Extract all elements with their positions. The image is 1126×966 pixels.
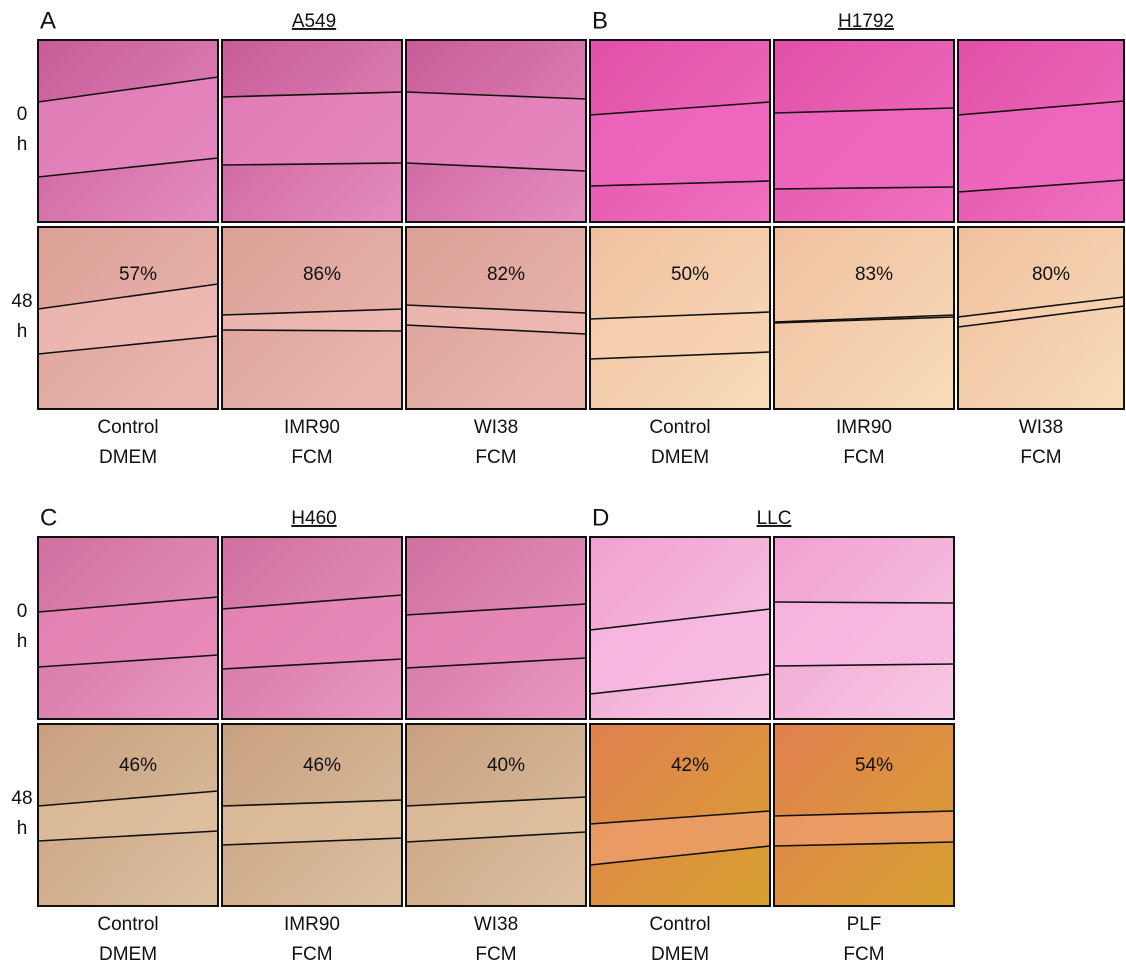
micrograph xyxy=(774,227,954,409)
row-label: 0 xyxy=(17,601,28,622)
column-label: FCM xyxy=(475,944,516,965)
row-label: 48 xyxy=(11,788,32,809)
micrograph xyxy=(958,227,1124,409)
wound-closure-percent: 46% xyxy=(303,755,341,776)
micrograph xyxy=(406,724,586,906)
wound-gap xyxy=(774,811,954,846)
column-label: Control xyxy=(649,417,710,438)
micrograph xyxy=(38,724,218,906)
micrograph xyxy=(38,537,218,719)
column-label: FCM xyxy=(291,447,332,468)
row-label: h xyxy=(17,321,28,342)
wound-closure-percent: 57% xyxy=(119,264,157,285)
wound-gap xyxy=(590,312,770,359)
column-label: FCM xyxy=(843,944,884,965)
wound-edge xyxy=(222,330,402,331)
micrograph xyxy=(590,40,770,222)
micrograph xyxy=(406,227,586,409)
micrograph xyxy=(774,40,954,222)
wound-gap xyxy=(590,102,770,186)
column-label: IMR90 xyxy=(284,914,340,935)
wound-gap xyxy=(774,108,954,189)
wound-gap xyxy=(406,92,586,171)
row-label: h xyxy=(17,631,28,652)
wound-closure-percent: 54% xyxy=(855,755,893,776)
column-label: FCM xyxy=(291,944,332,965)
column-label: Control xyxy=(97,914,158,935)
figure: A A549 0 h 48 h 57% Control DMEM 86% IMR90 FCM 82% WI… xyxy=(0,0,1126,966)
column-label: DMEM xyxy=(99,944,157,965)
micrograph xyxy=(406,40,586,222)
panel-title: LLC xyxy=(757,508,792,529)
wound-closure-percent: 40% xyxy=(487,755,525,776)
column-label: DMEM xyxy=(651,447,709,468)
wound-gap xyxy=(958,101,1124,192)
column-label: FCM xyxy=(475,447,516,468)
column-label: WI38 xyxy=(1019,417,1063,438)
column-label: Control xyxy=(97,417,158,438)
micrograph xyxy=(774,537,954,719)
micrograph xyxy=(222,227,402,409)
panel-title: A549 xyxy=(292,11,336,32)
column-label: Control xyxy=(649,914,710,935)
column-label: IMR90 xyxy=(836,417,892,438)
micrograph xyxy=(958,40,1124,222)
wound-gap xyxy=(774,602,954,666)
panel-letter: D xyxy=(592,504,609,531)
column-label: FCM xyxy=(843,447,884,468)
micrograph xyxy=(406,537,586,719)
micrograph xyxy=(590,537,770,719)
micrograph xyxy=(222,724,402,906)
wound-closure-percent: 82% xyxy=(487,264,525,285)
panel-title: H1792 xyxy=(838,11,894,32)
micrograph xyxy=(222,537,402,719)
wound-closure-percent: 80% xyxy=(1032,264,1070,285)
row-label: 0 xyxy=(17,104,28,125)
column-label: IMR90 xyxy=(284,417,340,438)
column-label: WI38 xyxy=(474,417,518,438)
wound-gap xyxy=(222,92,402,165)
micrograph xyxy=(590,724,770,906)
column-label: DMEM xyxy=(99,447,157,468)
column-label: FCM xyxy=(1020,447,1061,468)
wound-closure-percent: 86% xyxy=(303,264,341,285)
column-label: DMEM xyxy=(651,944,709,965)
wound-closure-percent: 83% xyxy=(855,264,893,285)
micrograph xyxy=(38,227,218,409)
micrograph xyxy=(222,40,402,222)
column-label: WI38 xyxy=(474,914,518,935)
panel-letter: B xyxy=(592,7,608,34)
micrograph xyxy=(590,227,770,409)
panel-letter: C xyxy=(40,504,57,531)
wound-closure-percent: 42% xyxy=(671,755,709,776)
panel-letter: A xyxy=(40,7,56,34)
wound-edge xyxy=(774,602,954,603)
wound-closure-percent: 46% xyxy=(119,755,157,776)
column-label: PLF xyxy=(847,914,882,935)
micrograph xyxy=(38,40,218,222)
wound-closure-percent: 50% xyxy=(671,264,709,285)
panel-title: H460 xyxy=(291,508,336,529)
row-label: h xyxy=(17,134,28,155)
micrograph xyxy=(774,724,954,906)
row-label: 48 xyxy=(11,291,32,312)
row-label: h xyxy=(17,818,28,839)
